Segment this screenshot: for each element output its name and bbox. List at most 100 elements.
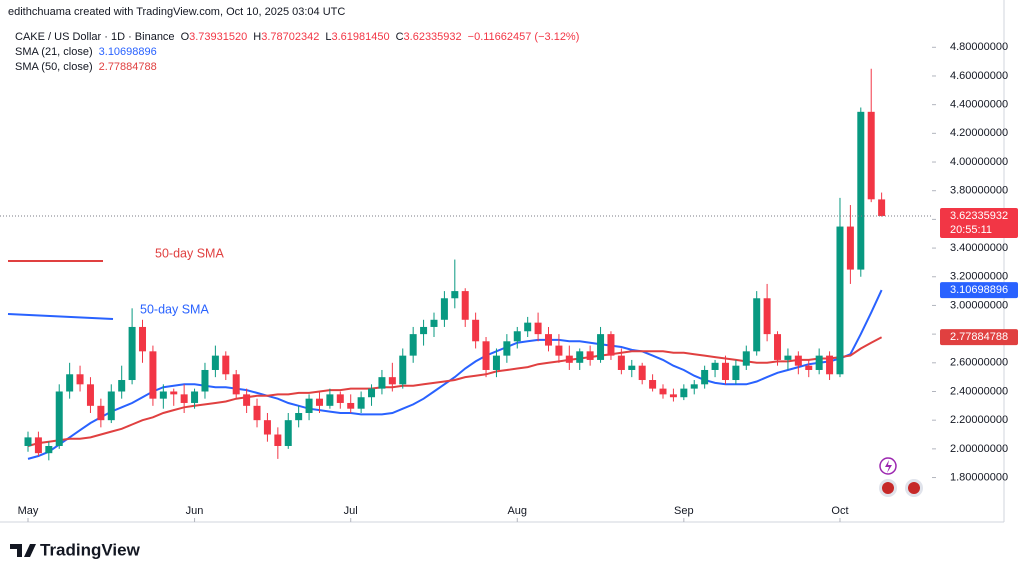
y-tick-label: 1.80000000 (950, 471, 1008, 483)
candle-body (201, 369, 209, 392)
candle-body (368, 388, 376, 398)
candle-body (326, 394, 334, 406)
candle-body (139, 326, 147, 352)
candle-body (180, 394, 188, 403)
x-tick-label: Aug (507, 505, 527, 517)
candle-body (222, 355, 230, 375)
candle-body (357, 397, 365, 409)
candle-body (513, 331, 521, 342)
candle-body (680, 388, 688, 398)
candle-body (388, 377, 396, 385)
candle-body (243, 394, 251, 406)
candle-body (170, 391, 178, 395)
annotation: 50-day SMA (140, 302, 209, 316)
sma-tag (940, 282, 1018, 299)
y-tick-label: 3.20000000 (950, 271, 1008, 283)
y-tick-label: 2.20000000 (950, 414, 1008, 426)
price-tag (940, 208, 1018, 239)
ohlc-value: 3.61981450 (331, 31, 389, 43)
candle-body (586, 351, 594, 360)
candle-body (86, 384, 94, 406)
y-tick-label: 4.60000000 (950, 70, 1008, 82)
x-tick-label: Jul (344, 505, 358, 517)
annotation: 50-day SMA (155, 246, 224, 260)
brand-logo: TradingView (10, 540, 141, 559)
candle-body (315, 398, 323, 406)
sma-legend: SMA (50, close) 2.77884788 (15, 61, 157, 73)
candle-body (701, 369, 709, 385)
candle-body (472, 319, 480, 342)
candle-body (721, 362, 729, 381)
y-tick-label: 2.40000000 (950, 385, 1008, 397)
candle-body (420, 326, 428, 335)
candle-body (159, 391, 167, 399)
candle-body (774, 334, 782, 360)
ohlc-value: 3.62335932 (404, 31, 462, 43)
x-tick-label: May (18, 505, 39, 517)
y-tick-label: 4.20000000 (950, 127, 1008, 139)
candle-body (492, 355, 500, 370)
candle-body (857, 111, 865, 270)
candle-body (659, 388, 667, 395)
y-tick-label: 4.00000000 (950, 156, 1008, 168)
credit: edithchuama created with TradingView.com… (8, 6, 345, 18)
candle-body (597, 334, 605, 360)
candle-body (191, 391, 199, 403)
price-tag-label: 3.62335932 (950, 210, 1008, 222)
sma-line (27, 336, 883, 447)
candle-body (66, 374, 74, 392)
sma-name: SMA (21, close) (15, 46, 93, 58)
y-tick-label: 4.80000000 (950, 41, 1008, 53)
candle-body (295, 413, 303, 421)
sma-value: 2.77884788 (99, 61, 157, 73)
candle-body (690, 384, 698, 389)
sma-name: SMA (50, close) (15, 61, 93, 73)
candle-body (607, 334, 615, 356)
x-tick-label: Sep (674, 505, 694, 517)
icon (908, 482, 920, 494)
candle-body (503, 341, 511, 356)
candle-body (826, 355, 834, 375)
ohlc-value: 3.73931520 (189, 31, 247, 43)
y-tick-label: 3.40000000 (950, 242, 1008, 254)
icon (882, 482, 894, 494)
candle-body (451, 291, 459, 299)
change: −0.11662457 (−3.12%) (468, 31, 580, 43)
ohlc-label: C (396, 31, 404, 43)
candle-body (76, 374, 84, 385)
candle-body (846, 226, 854, 270)
candle-body (399, 355, 407, 385)
candle-body (763, 298, 771, 335)
candle-body (263, 420, 271, 435)
ohlc-value: 3.78702342 (261, 31, 319, 43)
y-tick-label: 3.00000000 (950, 299, 1008, 311)
candle-body (274, 434, 282, 446)
candle-body (534, 322, 542, 335)
candle-body (565, 355, 573, 363)
sma-line (27, 289, 883, 460)
ohlc-label: L (325, 31, 331, 43)
candle-body (336, 394, 344, 403)
symbol: CAKE / US Dollar · 1D · Binance (15, 31, 175, 43)
candle-body (669, 394, 677, 398)
candle-body (545, 334, 552, 346)
logo-mark (10, 544, 36, 557)
candle-body (836, 226, 844, 375)
candle-body (461, 291, 469, 320)
candle-body (378, 377, 386, 389)
sma-tag-label: 2.77884788 (950, 331, 1008, 343)
candle-body (211, 355, 219, 370)
candle-body (284, 420, 292, 446)
sma-tag (940, 329, 1018, 346)
candle-body (347, 402, 355, 409)
candle-body (805, 365, 813, 370)
candle-body (649, 380, 657, 389)
sma-value: 3.10698896 (99, 46, 157, 58)
annotation-line (7, 313, 114, 320)
candle-body (305, 398, 313, 414)
candle-body (55, 391, 63, 446)
brand: TradingView (40, 540, 141, 559)
candle-body (232, 374, 240, 395)
